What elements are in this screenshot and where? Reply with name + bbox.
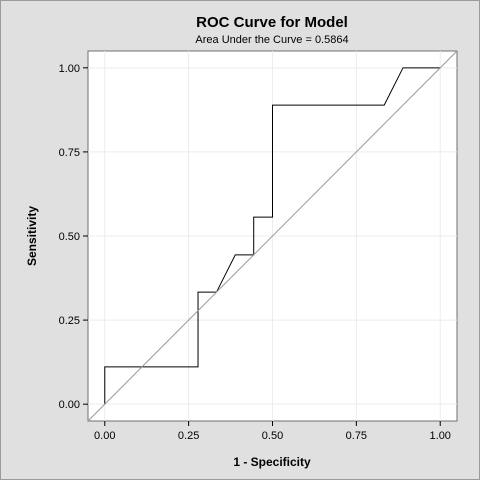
chart-title: ROC Curve for Model — [196, 14, 348, 31]
y-tick-label-3: 0.75 — [59, 147, 80, 159]
chart-subtitle: Area Under the Curve = 0.5864 — [195, 34, 348, 46]
y-tick-label-1: 0.25 — [59, 315, 80, 327]
x-tick-label-3: 0.75 — [346, 430, 367, 442]
x-axis-label: 1 - Specificity — [233, 455, 311, 469]
axis-ticks: 0.00 0.25 0.50 0.75 1.00 0.00 0.25 0.50 0.75 1.00 — [59, 63, 451, 442]
x-tick-label-2: 0.50 — [262, 430, 283, 442]
y-axis-label: Sensitivity — [25, 206, 39, 266]
y-tick-label-0: 0.00 — [59, 399, 80, 411]
x-tick-label-4: 1.00 — [430, 430, 451, 442]
x-tick-label-1: 0.25 — [178, 430, 199, 442]
series-layer — [87, 50, 458, 422]
x-tick-label-0: 0.00 — [94, 430, 115, 442]
y-tick-label-4: 1.00 — [59, 63, 80, 75]
y-tick-label-2: 0.50 — [59, 231, 80, 243]
reference-diagonal-line — [87, 50, 458, 422]
